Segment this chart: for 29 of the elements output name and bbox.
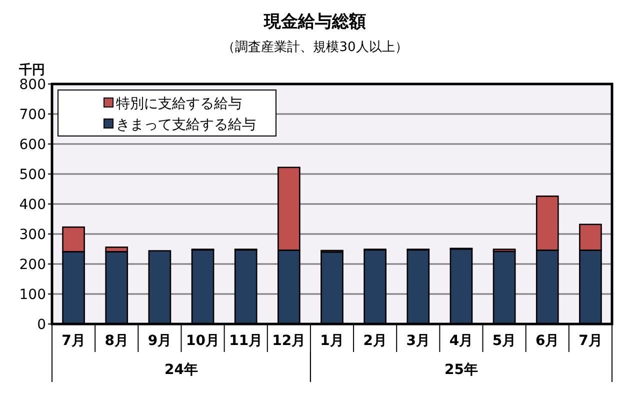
x-tick-label: 2月	[363, 333, 387, 349]
x-tick-label: 7月	[62, 333, 86, 349]
chart-subtitle: （調査産業計、規模30人以上）	[222, 39, 408, 55]
y-tick-label: 500	[19, 167, 46, 183]
x-tick-label: 12月	[272, 333, 306, 349]
x-tick-label: 4月	[449, 333, 474, 349]
y-tick-label: 0	[37, 317, 46, 333]
y-tick-label: 100	[19, 287, 46, 303]
y-tick-label: 400	[19, 197, 46, 213]
x-tick-label: 8月	[104, 333, 128, 349]
legend-label: きまって支給する給与	[116, 117, 256, 133]
x-tick-label: 9月	[148, 333, 172, 349]
y-tick-label: 700	[19, 107, 46, 123]
x-tick-label: 3月	[406, 333, 430, 349]
y-tick-label: 300	[19, 227, 46, 243]
x-tick-label: 6月	[536, 333, 560, 349]
text: 24年	[164, 362, 198, 378]
y-tick-label: 800	[19, 77, 46, 93]
y-axis-title: 千円	[18, 62, 45, 78]
x-tick-label: 5月	[492, 333, 516, 349]
x-tick-label: 1月	[320, 333, 344, 349]
text: 25年	[444, 362, 478, 378]
x-tick-label: 7月	[578, 333, 602, 349]
chart-title: 現金給与総額	[263, 12, 366, 32]
y-tick-label: 200	[19, 257, 46, 273]
x-tick-label: 10月	[186, 333, 220, 349]
x-tick-label: 11月	[229, 333, 263, 349]
y-tick-label: 600	[19, 137, 46, 153]
legend-label: 特別に支給する給与	[116, 96, 242, 112]
